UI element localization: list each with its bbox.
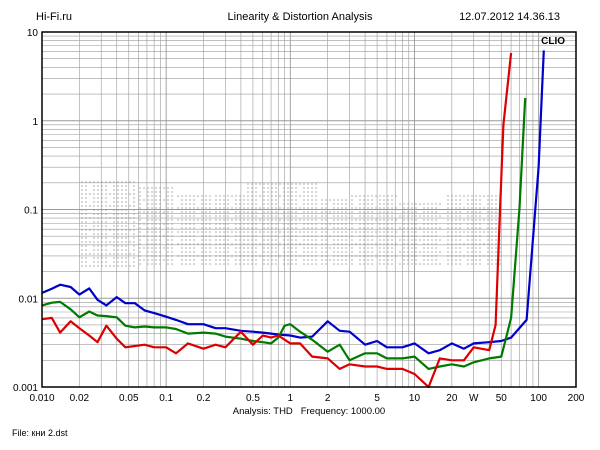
x-tick-label: 0.05	[119, 393, 139, 404]
x-tick-label: 2	[325, 393, 331, 404]
y-tick-labels: 10 1 0.1 0.01 0.001	[13, 28, 38, 394]
x-tick-label: 50	[496, 393, 508, 404]
x-tick-label: W	[469, 393, 479, 404]
watermark-block	[320, 198, 348, 266]
x-axis-label: Analysis: THD Frequency: 1000.00	[233, 406, 385, 417]
series-layer	[41, 50, 545, 389]
file-name: File: кни 2.dst	[12, 428, 68, 438]
x-tick-label: 10	[409, 393, 421, 404]
x-tick-labels: 0.010 0.02 0.05 0.1 0.2 0.5 1 2 5 10 20 W 50 100 200	[29, 393, 584, 404]
series-line-1	[41, 50, 545, 355]
x-tick-label: 0.5	[246, 393, 260, 404]
x-tick-label: 0.1	[159, 393, 173, 404]
x-tick-label: 100	[530, 393, 547, 404]
series-line-2	[41, 98, 527, 370]
x-tick-label: 200	[568, 393, 585, 404]
plot-frame	[41, 31, 577, 388]
x-tick-label: 0.2	[197, 393, 211, 404]
watermark-block	[246, 182, 318, 266]
clio-brand: CLIO	[541, 36, 565, 47]
watermark-block	[214, 194, 246, 266]
watermark-block	[350, 194, 398, 266]
y-tick-label: 0.1	[24, 206, 38, 217]
y-tick-label: 1	[32, 117, 38, 128]
y-tick-label: 0.001	[13, 383, 38, 394]
watermark-block	[80, 180, 136, 268]
x-tick-label: 5	[374, 393, 380, 404]
x-tick-label: 1	[288, 393, 294, 404]
y-tick-label: 0.01	[19, 294, 39, 305]
timestamp: 12.07.2012 14.36.13	[459, 11, 560, 23]
hifi-watermark	[80, 180, 502, 268]
watermark-block	[138, 186, 174, 266]
x-tick-label: 20	[446, 393, 458, 404]
y-tick-label: 10	[27, 28, 39, 39]
x-tick-label: 0.010	[29, 393, 54, 404]
series-line-3	[41, 52, 513, 389]
watermark-block	[176, 194, 212, 266]
chart-title: Linearity & Distortion Analysis	[227, 11, 373, 23]
grid	[41, 31, 577, 388]
site-name: Hi-Fi.ru	[36, 11, 73, 23]
x-tick-label: 0.02	[70, 393, 90, 404]
